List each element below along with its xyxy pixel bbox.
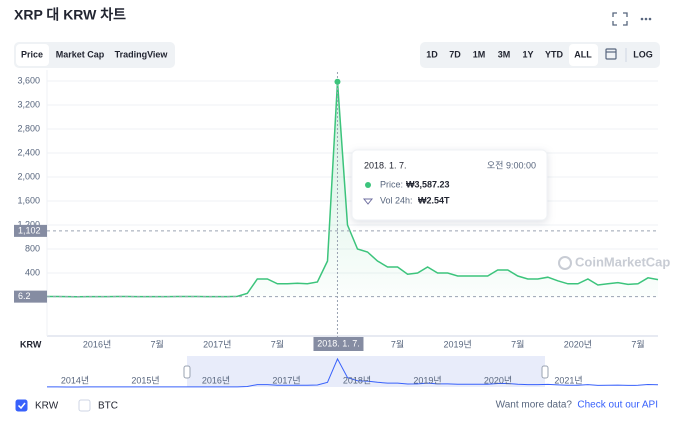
hover-point bbox=[334, 78, 341, 85]
legend-label: KRW bbox=[35, 401, 59, 412]
area bbox=[47, 81, 658, 297]
navigator-label: 2021년 bbox=[554, 375, 582, 385]
range-button[interactable]: 7D bbox=[449, 49, 461, 59]
y-tick-label: 800 bbox=[25, 243, 40, 253]
y-tick-label: 2,000 bbox=[17, 171, 40, 181]
range-group bbox=[420, 42, 660, 68]
tooltip-vol-label: Vol 24h: bbox=[380, 195, 413, 205]
checkbox[interactable] bbox=[78, 399, 91, 412]
watermark: CoinMarketCap bbox=[575, 254, 670, 269]
navigator-label: 2014년 bbox=[61, 375, 89, 385]
x-tick-label: 7월 bbox=[271, 338, 284, 349]
crosshair-label: 2018. 1. 7. bbox=[317, 338, 360, 348]
tooltip-vol: ₩2.54T bbox=[418, 195, 450, 205]
tab[interactable]: Market Cap bbox=[56, 49, 105, 59]
price-line bbox=[47, 81, 659, 298]
y-tick-label: 1,600 bbox=[17, 195, 40, 205]
navigator-label: 2019년 bbox=[413, 375, 441, 385]
range-button[interactable]: 3M bbox=[498, 49, 511, 59]
y-tick-label: 3,600 bbox=[17, 75, 40, 85]
tooltip-date: 2018. 1. 7. bbox=[364, 160, 407, 170]
navigator-handle[interactable] bbox=[541, 365, 549, 379]
x-tick-label: 7월 bbox=[391, 338, 404, 349]
crosshair-label-bg bbox=[313, 337, 364, 351]
watermark-logo bbox=[558, 256, 572, 270]
range-button[interactable]: LOG bbox=[633, 49, 653, 59]
x-tick-label: 2017년 bbox=[203, 339, 231, 349]
y-tick-label: 2,400 bbox=[17, 147, 40, 157]
range-button[interactable]: 1M bbox=[473, 49, 486, 59]
checkbox[interactable] bbox=[15, 399, 28, 412]
range-button[interactable]: YTD bbox=[545, 49, 564, 59]
y-tick-label: 400 bbox=[25, 267, 40, 277]
calendar-icon[interactable] bbox=[605, 48, 617, 60]
range-button[interactable]: ALL bbox=[574, 49, 592, 59]
y-tick-label: 3,200 bbox=[17, 99, 40, 109]
tooltip-price: ₩3,587.23 bbox=[406, 179, 450, 189]
range-button[interactable]: 1D bbox=[426, 49, 438, 59]
navigator-label: 2015년 bbox=[131, 375, 159, 385]
navigator-window bbox=[187, 356, 545, 387]
tooltip-dot bbox=[365, 182, 371, 188]
navigator-label: 2016년 bbox=[202, 375, 230, 385]
range-active bbox=[569, 44, 598, 66]
navigator-label: 2020년 bbox=[484, 375, 512, 385]
range-button[interactable]: 1Y bbox=[522, 49, 533, 59]
tab[interactable]: TradingView bbox=[115, 49, 169, 59]
tooltip bbox=[351, 149, 548, 221]
reference-label: 1,102 bbox=[18, 225, 41, 235]
reference-label-bg bbox=[14, 224, 47, 237]
x-axis-label: KRW bbox=[20, 339, 42, 349]
tooltip-price-label: Price: bbox=[380, 179, 403, 189]
tooltip-time: 오전 9:00:00 bbox=[487, 160, 536, 170]
fullscreen-icon[interactable] bbox=[612, 12, 628, 26]
reference-label: 6.2 bbox=[18, 291, 31, 301]
tab-active bbox=[16, 44, 49, 66]
navigator-handle[interactable] bbox=[183, 365, 191, 379]
x-tick-label: 2019년 bbox=[444, 339, 472, 349]
footer-question: Want more data? bbox=[496, 400, 573, 411]
x-tick-label: 2016년 bbox=[83, 339, 111, 349]
x-tick-label: 2020년 bbox=[564, 339, 592, 349]
tab[interactable]: Price bbox=[21, 49, 43, 59]
y-tick-label: 1,200 bbox=[17, 219, 40, 229]
navigator-label: 2017년 bbox=[272, 375, 300, 385]
navigator-label: 2018년 bbox=[343, 375, 371, 385]
x-tick-label: 7월 bbox=[631, 338, 644, 349]
legend-label: BTC bbox=[98, 401, 118, 412]
y-tick-label: 2,800 bbox=[17, 123, 40, 133]
tooltip-vol-icon bbox=[362, 198, 374, 205]
footer-link[interactable]: Check out our API bbox=[577, 400, 658, 411]
tab-group bbox=[14, 42, 175, 68]
navigator-line bbox=[47, 357, 659, 388]
x-tick-label: 7월 bbox=[151, 338, 164, 349]
more-icon[interactable] bbox=[640, 17, 652, 21]
reference-label-bg bbox=[14, 290, 47, 303]
x-tick-label: 7월 bbox=[511, 338, 524, 349]
checkmark bbox=[17, 402, 26, 410]
title: XRP 대 KRW 차트 bbox=[14, 7, 126, 23]
